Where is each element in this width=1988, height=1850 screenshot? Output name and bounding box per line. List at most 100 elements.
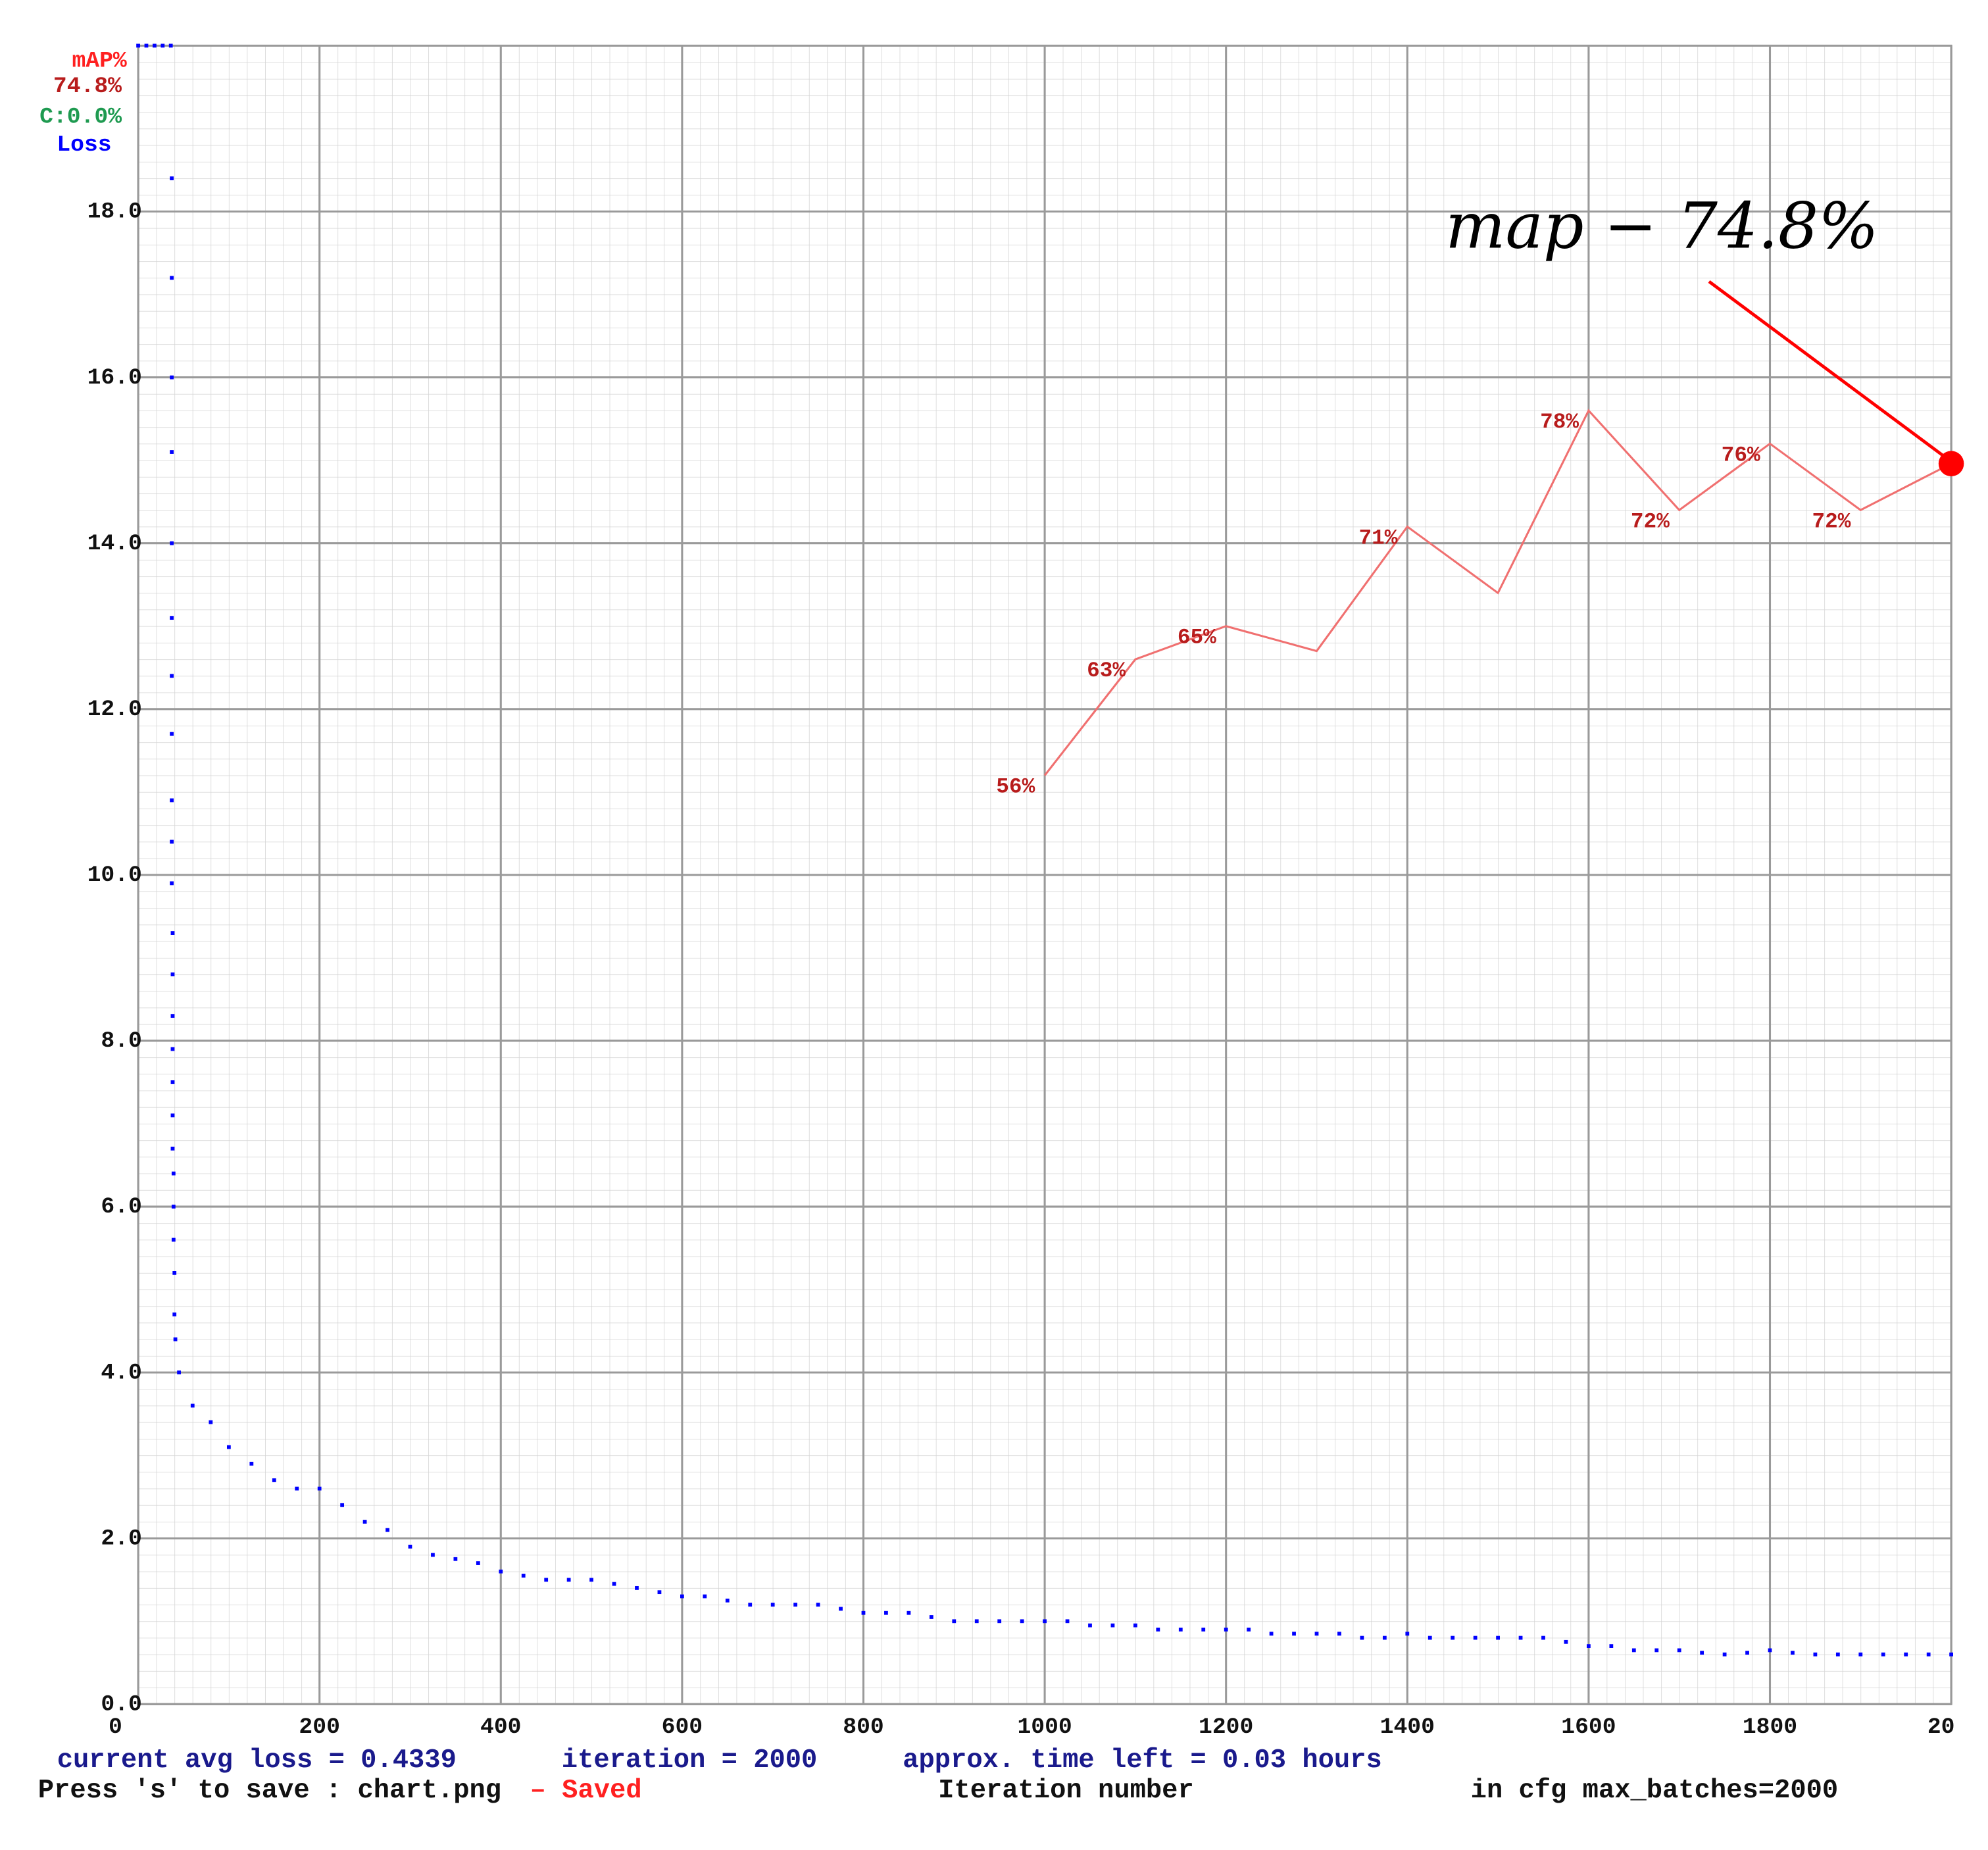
x-tick-label: 1800 xyxy=(1743,1714,1797,1740)
loss-point xyxy=(1745,1651,1749,1655)
loss-point xyxy=(1926,1652,1931,1657)
map-label: 65% xyxy=(1178,626,1216,650)
loss-point xyxy=(431,1553,435,1557)
y-tick-label: 2.0 xyxy=(101,1526,141,1551)
loss-point xyxy=(190,1403,195,1408)
loss-point xyxy=(385,1528,389,1532)
loss-point xyxy=(1224,1627,1228,1632)
y-tick-label: 8.0 xyxy=(101,1028,141,1054)
annotation-arrow xyxy=(1708,280,1945,458)
status-iteration: iteration = 2000 xyxy=(562,1745,818,1776)
loss-point xyxy=(152,43,157,48)
loss-point xyxy=(566,1578,571,1582)
loss-point xyxy=(1473,1636,1478,1640)
y-tick-label: 4.0 xyxy=(101,1360,141,1386)
loss-point xyxy=(170,798,174,803)
legend-loss: Loss xyxy=(57,132,111,158)
map-label: 72% xyxy=(1812,509,1851,534)
loss-point xyxy=(839,1607,843,1611)
loss-point xyxy=(1813,1652,1818,1657)
loss-point xyxy=(635,1586,639,1590)
loss-point xyxy=(770,1603,775,1607)
loss-point xyxy=(249,1461,254,1466)
loss-point xyxy=(1247,1627,1251,1632)
highlight-point xyxy=(1938,451,1964,476)
loss-point xyxy=(170,1047,175,1051)
loss-point xyxy=(816,1603,820,1607)
y-tick-label: 14.0 xyxy=(87,531,142,557)
x-tick-label: 600 xyxy=(662,1714,703,1740)
y-tick-label: 6.0 xyxy=(101,1194,141,1220)
loss-point xyxy=(168,43,173,48)
x-tick-label: 800 xyxy=(843,1714,883,1740)
loss-point xyxy=(453,1557,458,1561)
loss-point xyxy=(1156,1627,1160,1632)
plot-frame xyxy=(137,44,1952,1705)
loss-point xyxy=(1292,1632,1296,1636)
loss-point xyxy=(170,375,174,380)
loss-point xyxy=(725,1598,730,1603)
loss-point xyxy=(144,43,149,48)
loss-point xyxy=(499,1569,503,1574)
loss-point xyxy=(170,541,174,545)
loss-point xyxy=(1428,1636,1432,1640)
x-tick-label: 1600 xyxy=(1561,1714,1616,1740)
loss-point xyxy=(884,1611,888,1615)
loss-point xyxy=(1043,1619,1047,1624)
loss-point xyxy=(657,1590,662,1595)
loss-point xyxy=(170,276,174,280)
loss-point xyxy=(170,839,174,844)
loss-point xyxy=(340,1503,345,1507)
loss-point xyxy=(317,1486,322,1491)
x-tick-label: 400 xyxy=(480,1714,521,1740)
map-label: 76% xyxy=(1722,443,1760,467)
x-tick-label: 200 xyxy=(299,1714,339,1740)
legend-class: C:0.0% xyxy=(39,105,122,130)
loss-point xyxy=(171,1171,176,1176)
status-save: Press 's' to save : chart.png xyxy=(38,1776,501,1806)
loss-point xyxy=(362,1520,367,1524)
loss-point xyxy=(1269,1632,1274,1636)
loss-point xyxy=(226,1445,231,1449)
loss-point xyxy=(170,881,174,886)
loss-point xyxy=(1768,1648,1772,1653)
loss-point xyxy=(1337,1632,1341,1636)
loss-point xyxy=(974,1619,979,1624)
loss-point xyxy=(170,1113,175,1118)
loss-point xyxy=(272,1478,276,1482)
loss-point xyxy=(612,1582,616,1586)
loss-point xyxy=(177,1370,181,1375)
loss-point xyxy=(1587,1644,1591,1648)
loss-point xyxy=(1518,1636,1523,1640)
loss-point xyxy=(136,43,140,48)
loss-point xyxy=(997,1619,1002,1624)
loss-point xyxy=(1133,1623,1137,1628)
legend-map: mAP% xyxy=(72,49,126,74)
loss-point xyxy=(589,1578,593,1582)
loss-point xyxy=(1088,1623,1092,1628)
loss-point xyxy=(680,1594,684,1599)
loss-point xyxy=(929,1615,933,1619)
loss-point xyxy=(171,1238,176,1242)
loss-point xyxy=(1904,1652,1908,1657)
loss-point xyxy=(1178,1627,1183,1632)
loss-point xyxy=(1110,1623,1115,1628)
loss-point xyxy=(1201,1627,1206,1632)
loss-point xyxy=(1020,1619,1024,1624)
map-label: 71% xyxy=(1358,526,1397,550)
map-label: 63% xyxy=(1087,659,1126,683)
loss-point xyxy=(170,732,174,736)
loss-point xyxy=(1541,1636,1545,1640)
loss-point xyxy=(170,972,175,977)
loss-point xyxy=(521,1574,526,1578)
status-time: approx. time left = 0.03 hours xyxy=(903,1745,1382,1776)
loss-point xyxy=(170,616,174,620)
map-line xyxy=(1043,409,1952,776)
status-saved: – Saved xyxy=(530,1776,642,1806)
x-axis-label: Iteration number xyxy=(938,1776,1194,1806)
loss-point xyxy=(1382,1636,1387,1640)
loss-point xyxy=(1065,1619,1070,1624)
loss-point xyxy=(172,1312,177,1316)
